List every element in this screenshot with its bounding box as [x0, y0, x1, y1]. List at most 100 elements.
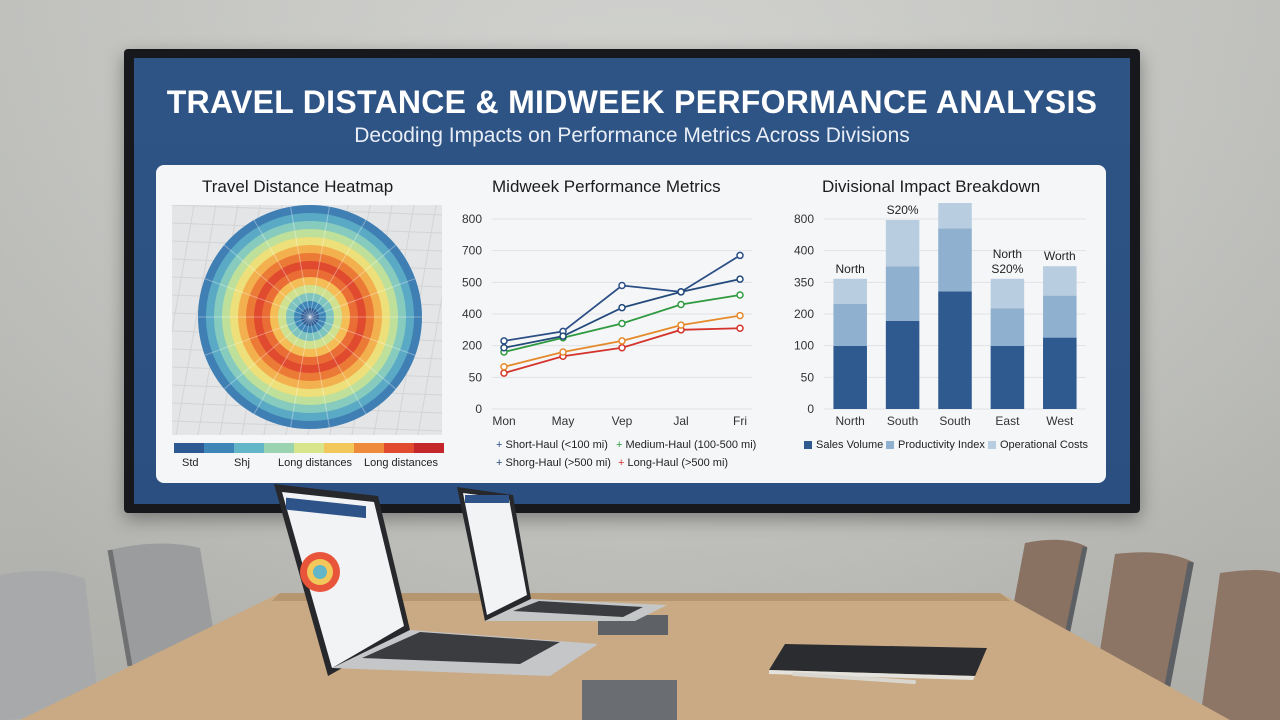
bar-x-tick-label: West: [1046, 414, 1074, 428]
line-series: [503, 254, 741, 342]
chair-left-front: [0, 570, 100, 720]
heatmap-ring: [301, 308, 319, 326]
line-x-tick-label: Mon: [492, 414, 515, 428]
line-legend-item: + Long-Haul (>500 mi): [618, 457, 729, 469]
line-y-tick-label: 0: [475, 402, 482, 416]
bar-y-tick-label: 50: [801, 370, 815, 384]
laptop-left: [274, 484, 598, 676]
heatmap-spoke: [253, 219, 311, 318]
bar-segment: [885, 266, 920, 321]
line-x-tick-label: Vep: [612, 414, 633, 428]
line-x-tick-label: Jal: [673, 414, 688, 428]
heatmap-spoke: [204, 316, 311, 356]
heatmap-street: [175, 205, 217, 435]
heatmap-spoke: [290, 316, 311, 428]
heatmap-spoke: [309, 219, 367, 318]
bar-segment: [885, 320, 920, 409]
bar-segment: [938, 203, 972, 229]
bar-segment: [833, 278, 867, 304]
heatmap-legend-label: Long distances: [278, 457, 352, 469]
heatmap-title: Travel Distance Heatmap: [202, 177, 394, 196]
presentation-subtitle: Decoding Impacts on Performance Metrics …: [354, 124, 910, 147]
line-point: [618, 344, 626, 352]
bar-y-tick-label: 100: [794, 339, 814, 353]
bar-legend-item: Sales Volume: [804, 439, 883, 451]
heatmap-legend-swatch: [384, 443, 414, 453]
bar-chart-title: Divisional Impact Breakdown: [822, 177, 1041, 196]
line-point: [677, 321, 685, 329]
line-legend-item: + Medium-Haul (100-500 mi): [616, 439, 757, 451]
laptop-right: [457, 487, 667, 621]
line-point: [677, 288, 685, 296]
bar-chart: 050100200350400800NorthNorthNorthS20%Sou…: [794, 203, 1086, 428]
heatmap-spoke: [204, 278, 311, 318]
bar-segment: [1043, 266, 1077, 296]
heatmap-legend-swatch: [414, 443, 444, 453]
line-point: [736, 275, 744, 283]
heatmap-spoke: [309, 316, 367, 415]
bar-segment: [833, 304, 867, 346]
line-point: [500, 344, 508, 352]
bar-x-tick-label: East: [995, 414, 1020, 428]
line-y-tick-label: 50: [469, 370, 483, 384]
heatmap-spoke: [290, 206, 311, 318]
bar-segment: [990, 278, 1025, 309]
heatmap-legend-swatch: [204, 443, 234, 453]
line-y-tick-label: 400: [462, 307, 482, 321]
heatmap-street: [417, 294, 442, 435]
line-y-tick-label: 500: [462, 275, 482, 289]
heatmap-street: [172, 205, 195, 335]
notebook: [769, 644, 987, 680]
heatmap-legend-label: Shj: [234, 457, 250, 469]
line-point: [736, 291, 744, 299]
dashboard-panel: Travel Distance Heatmap Std Shj Long dis…: [156, 165, 1106, 483]
bar-x-tick-label: South: [939, 414, 970, 428]
heatmap-spoke: [309, 206, 330, 318]
bar-segment: [885, 220, 920, 267]
heatmap-spoke: [223, 244, 311, 318]
line-point: [618, 337, 626, 345]
line-point: [559, 332, 567, 340]
heatmap-legend-label: Long distances: [364, 457, 438, 469]
bar-segment: [938, 291, 972, 409]
line-point: [559, 348, 567, 356]
bar-segment: [990, 308, 1025, 346]
heatmap-legend-swatch: [324, 443, 354, 453]
heatmap-legend-bar: [174, 443, 444, 453]
line-legend-item: + Shorg-Haul (>500 mi): [496, 457, 611, 469]
line-legend-item: + Short-Haul (<100 mi): [496, 439, 608, 451]
heatmap-legend-swatch: [264, 443, 294, 453]
heatmap-legend: Std Shj Long distances Long distances: [170, 443, 450, 477]
line-point: [500, 369, 508, 377]
bar-y-tick-label: 400: [794, 244, 814, 258]
line-y-tick-label: 800: [462, 212, 482, 226]
heatmap: [172, 205, 442, 435]
line-point: [618, 319, 626, 328]
bar-segment: [938, 228, 972, 292]
bar-segment: [990, 346, 1025, 409]
line-chart: 0 50 200 400 500 700 800 Mon May Vep Jal Fri: [462, 212, 752, 428]
line-chart-title: Midweek Performance Metrics: [492, 177, 721, 196]
line-point: [500, 337, 508, 345]
presentation-title: TRAVEL DISTANCE & MIDWEEK PERFORMANCE AN…: [166, 84, 1098, 120]
bar-segment: [833, 346, 867, 409]
line-x-tick-label: Fri: [733, 414, 747, 428]
line-point: [677, 300, 685, 309]
line-point: [736, 311, 744, 320]
bar-y-tick-label: 350: [794, 275, 814, 289]
line-y-tick-label: 700: [462, 244, 482, 258]
line-point: [736, 251, 744, 260]
line-point: [736, 324, 744, 332]
bar-segment: [1043, 337, 1077, 409]
bar-data-label: Worth: [1044, 249, 1076, 263]
bar-data-label: North: [993, 247, 1022, 261]
heatmap-legend-swatch: [354, 443, 384, 453]
bar-legend-item: Operational Costs: [988, 439, 1088, 451]
line-y-tick-label: 200: [462, 339, 482, 353]
heatmap-spoke: [309, 278, 416, 318]
heatmap-spoke: [309, 244, 397, 318]
line-point: [618, 303, 626, 312]
heatmap-legend-swatch: [234, 443, 264, 453]
chair-left-back: [107, 543, 218, 667]
heatmap-spoke: [309, 316, 416, 356]
